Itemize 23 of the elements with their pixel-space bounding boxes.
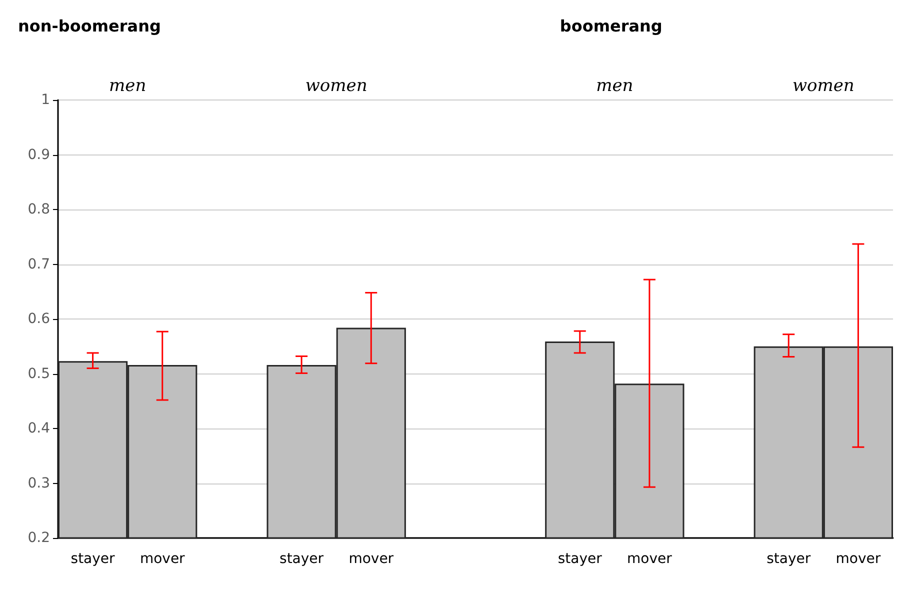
y-tick-label: 0.2 bbox=[28, 530, 50, 546]
x-tick-label: mover bbox=[140, 551, 186, 567]
x-tick-label: stayer bbox=[280, 551, 324, 567]
x-tick-label: stayer bbox=[70, 551, 116, 567]
y-tick-label: 0.5 bbox=[28, 366, 50, 382]
y-tick-label: 0.3 bbox=[28, 475, 50, 492]
x-tick-label: mover bbox=[348, 551, 394, 567]
y-tick-label: 0.6 bbox=[28, 311, 50, 327]
y-tick-label: 1 bbox=[41, 92, 50, 108]
x-tick-label: mover bbox=[836, 551, 881, 567]
x-tick-label: stayer bbox=[558, 551, 602, 567]
text: non-boomerang bbox=[18, 16, 161, 36]
text: boomerang bbox=[560, 16, 662, 36]
y-tick-label: 0.9 bbox=[28, 146, 50, 163]
x-tick-label: mover bbox=[627, 551, 672, 567]
text: women bbox=[792, 76, 854, 96]
y-tick-label: 0.8 bbox=[28, 202, 50, 218]
y-tick-label: 0.7 bbox=[28, 256, 50, 272]
y-tick-label: 0.4 bbox=[28, 420, 50, 436]
text: men bbox=[596, 76, 634, 96]
x-tick-label: stayer bbox=[766, 551, 811, 567]
text: men bbox=[109, 76, 146, 96]
text: women bbox=[305, 76, 368, 96]
